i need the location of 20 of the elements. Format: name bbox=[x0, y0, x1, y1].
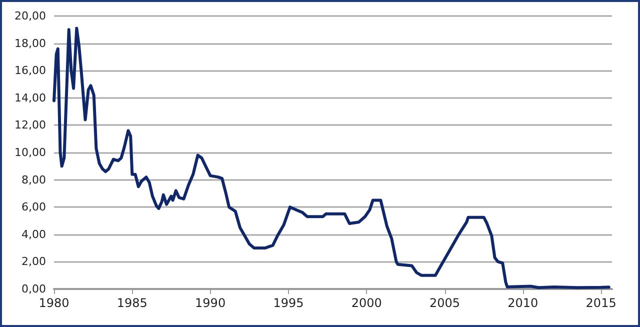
y-tick-label: 2,00 bbox=[22, 255, 46, 268]
x-tick-label: 2015 bbox=[586, 296, 616, 310]
x-tick-label: 1985 bbox=[116, 296, 148, 310]
line-series bbox=[52, 26, 610, 290]
y-tick-label: 10,00 bbox=[14, 146, 46, 159]
y-tick-label: 8,00 bbox=[22, 173, 46, 186]
y-tick-label: 0,00 bbox=[22, 282, 46, 296]
y-tick-label: 14,00 bbox=[14, 91, 46, 104]
y-tick-label: 12,00 bbox=[14, 118, 46, 132]
x-tick-label: 1990 bbox=[195, 296, 226, 310]
x-tick-label: 2010 bbox=[508, 296, 538, 310]
y-tick-label: 16,00 bbox=[14, 64, 46, 78]
y-tick-label: 6,00 bbox=[22, 200, 46, 214]
y-tick-label: 20,00 bbox=[14, 10, 46, 22]
y-tick-label: 18,00 bbox=[14, 36, 46, 50]
x-tick-label: 2005 bbox=[429, 296, 460, 310]
y-tick-label: 4,00 bbox=[22, 228, 46, 241]
x-tick-label: 1995 bbox=[273, 296, 304, 310]
x-tick-label: 1980 bbox=[38, 296, 70, 310]
x-tick-label: 2000 bbox=[351, 296, 382, 310]
